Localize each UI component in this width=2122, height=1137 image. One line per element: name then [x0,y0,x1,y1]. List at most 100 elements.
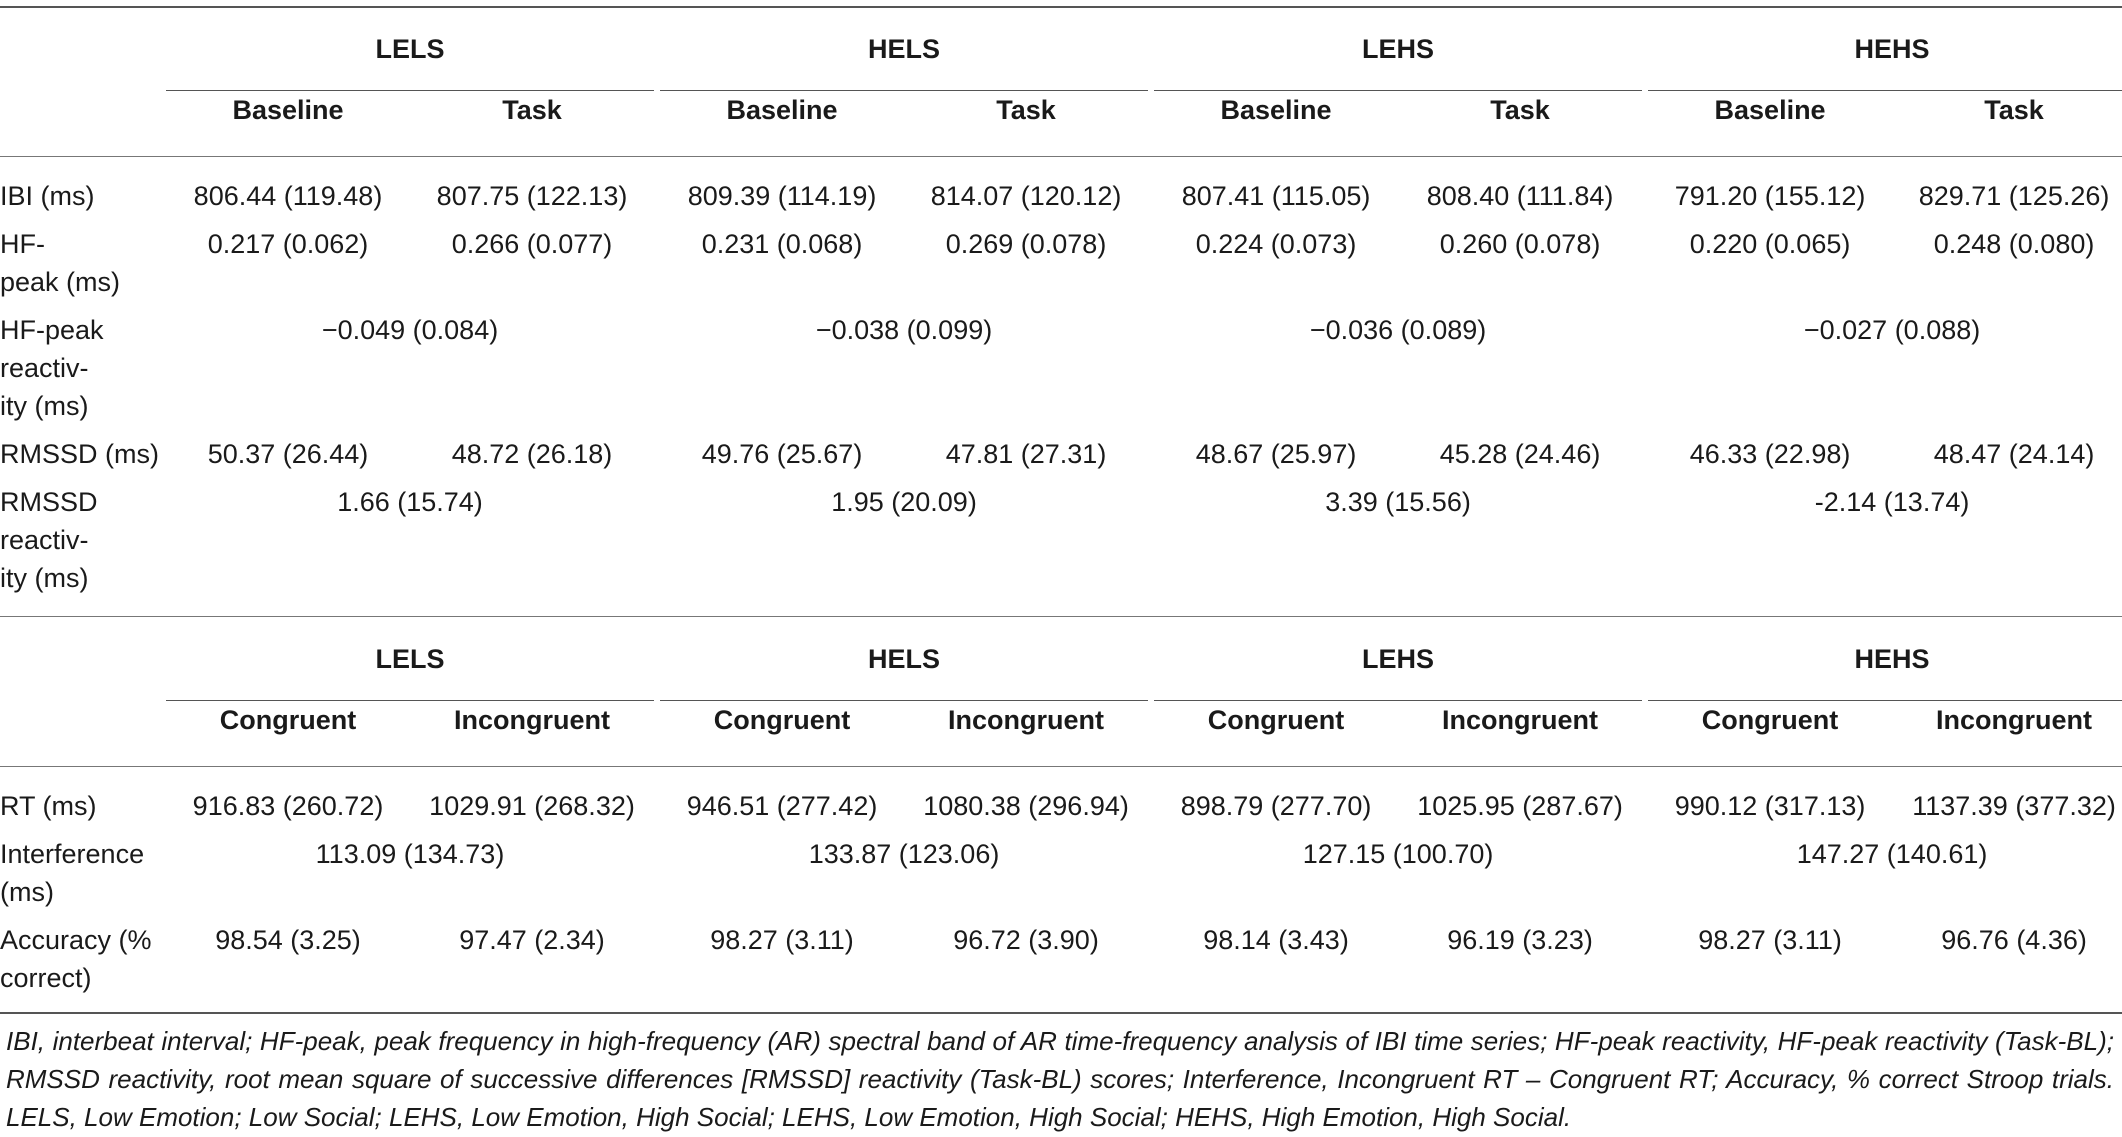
section-divider-rule [0,616,2122,617]
condition-header: Congruent [1701,705,1839,735]
hrv-table: LELS HELS LEHS HEHS Baseline Task Baseli… [0,8,2122,607]
cell-value: 807.41 (115.05) [1181,181,1371,211]
cell-value: −0.049 (0.084) [321,315,499,345]
table-bottom-rule [0,1012,2122,1014]
condition-header: Task [996,95,1056,125]
condition-header: Incongruent [1936,705,2093,735]
cell-value: 1.66 (15.74) [337,487,483,517]
cell-value: 0.224 (0.073) [1195,229,1357,259]
cell-value: 98.14 (3.43) [1203,925,1349,955]
cell-value: 808.40 (111.84) [1426,181,1614,211]
cell-value: 97.47 (2.34) [459,925,605,955]
cell-value: 898.79 (277.70) [1180,791,1372,821]
table-footnote: IBI, interbeat interval; HF-peak, peak f… [6,1026,2114,1132]
group-header-row: LELS HELS LEHS HEHS [0,8,2122,91]
condition-header: Baseline [1714,95,1826,125]
row-label: IBI (ms) [0,181,95,211]
table-row: RT (ms) 916.83 (260.72) 1029.91 (268.32) 94… [0,777,2122,835]
condition-header: Baseline [232,95,344,125]
cell-value: 807.75 (122.13) [436,181,628,211]
cell-value: 946.51 (277.42) [686,791,878,821]
cell-value: 98.27 (3.11) [1698,925,1842,955]
condition-header: Incongruent [1442,705,1599,735]
header-bottom-rule-1 [0,156,2122,157]
cell-value: −0.027 (0.088) [1803,315,1981,345]
cell-value: 829.71 (125.26) [1918,181,2110,211]
cell-value: 1.95 (20.09) [831,487,977,517]
group-header: HELS [660,618,1149,701]
cell-value: −0.038 (0.099) [815,315,993,345]
condition-header: Task [1984,95,2044,125]
row-label: HF-peak (ms) [0,229,121,297]
cell-value: 98.54 (3.25) [215,925,361,955]
group-header: LELS [166,8,655,91]
table-row: HF-peak (ms) 0.217 (0.062) 0.266 (0.077) 0.… [0,225,2122,311]
row-label: RT (ms) [0,791,97,821]
table-row: RMSSD reactiv-ity (ms) 1.66 (15.74) 1.95 (2… [0,483,2122,607]
condition-header: Incongruent [948,705,1105,735]
cell-value: 48.67 (25.97) [1195,439,1357,469]
condition-header: Task [1490,95,1550,125]
cell-value: −0.036 (0.089) [1309,315,1487,345]
cell-value: 96.19 (3.23) [1447,925,1593,955]
top-rule [0,6,2122,8]
table-row: IBI (ms) 806.44 (119.48) 807.75 (122.13) 80… [0,167,2122,225]
cell-value: 96.76 (4.36) [1941,925,2087,955]
cell-value: 0.260 (0.078) [1439,229,1601,259]
row-label: HF-peak reactiv-ity (ms) [0,315,104,421]
group-header: HELS [660,8,1149,91]
cell-value: 0.248 (0.080) [1933,229,2095,259]
condition-header: Congruent [1207,705,1345,735]
group-header-row: LELS HELS LEHS HEHS [0,618,2122,701]
cell-value: 45.28 (24.46) [1439,439,1601,469]
cell-value: 47.81 (27.31) [945,439,1107,469]
cell-value: 0.269 (0.078) [945,229,1107,259]
row-label: Accuracy (% correct) [0,925,152,993]
table-row: RMSSD (ms) 50.37 (26.44) 48.72 (26.18) 49.7… [0,435,2122,483]
cell-value: 48.72 (26.18) [451,439,613,469]
cell-value: 1025.95 (287.67) [1417,791,1623,821]
group-header: HEHS [1648,618,2122,701]
cell-value: 1029.91 (268.32) [429,791,635,821]
cell-value: 0.266 (0.077) [451,229,613,259]
cell-value: 127.15 (100.70) [1302,839,1494,869]
cell-value: 113.09 (134.73) [315,839,505,869]
cell-value: 98.27 (3.11) [710,925,854,955]
cell-value: 0.231 (0.068) [701,229,863,259]
group-header: HEHS [1648,8,2122,91]
cell-value: 147.27 (140.61) [1796,839,1988,869]
cell-value: 46.33 (22.98) [1689,439,1851,469]
group-header: LEHS [1154,8,1643,91]
cell-value: 1137.39 (377.32) [1912,791,2116,821]
cell-value: 806.44 (119.48) [193,181,383,211]
cell-value: 96.72 (3.90) [953,925,1099,955]
condition-header-row: Baseline Task Baseline Task Baseline Tas… [0,91,2122,167]
stroop-table: LELS HELS LEHS HEHS Congruent Incongruen… [0,618,2122,1007]
condition-header-row: Congruent Incongruent Congruent Incongru… [0,701,2122,777]
cell-value: 990.12 (317.13) [1674,791,1866,821]
group-header: LEHS [1154,618,1643,701]
condition-header: Incongruent [454,705,610,735]
cell-value: 49.76 (25.67) [701,439,863,469]
cell-value: 916.83 (260.72) [192,791,384,821]
cell-value: 791.20 (155.12) [1674,181,1866,211]
table-row: Interference (ms) 113.09 (134.73) 133.87 (1… [0,835,2122,921]
row-label: Interference (ms) [0,839,145,907]
cell-value: 48.47 (24.14) [1933,439,2095,469]
table-row: Accuracy (% correct) 98.54 (3.25) 97.47 (2.… [0,921,2122,1007]
group-header: LELS [166,618,655,701]
condition-header: Congruent [713,705,851,735]
header-bottom-rule-2 [0,766,2122,767]
cell-value: -2.14 (13.74) [1814,487,1970,517]
cell-value: 809.39 (114.19) [687,181,877,211]
condition-header: Congruent [219,705,357,735]
table-row: HF-peak reactiv-ity (ms) −0.049 (0.084) −0.… [0,311,2122,435]
cell-value: 50.37 (26.44) [207,439,369,469]
cell-value: 814.07 (120.12) [930,181,1122,211]
cell-value: 3.39 (15.56) [1325,487,1471,517]
condition-header: Task [502,95,562,125]
cell-value: 0.217 (0.062) [207,229,369,259]
cell-value: 133.87 (123.06) [808,839,1000,869]
condition-header: Baseline [1220,95,1332,125]
